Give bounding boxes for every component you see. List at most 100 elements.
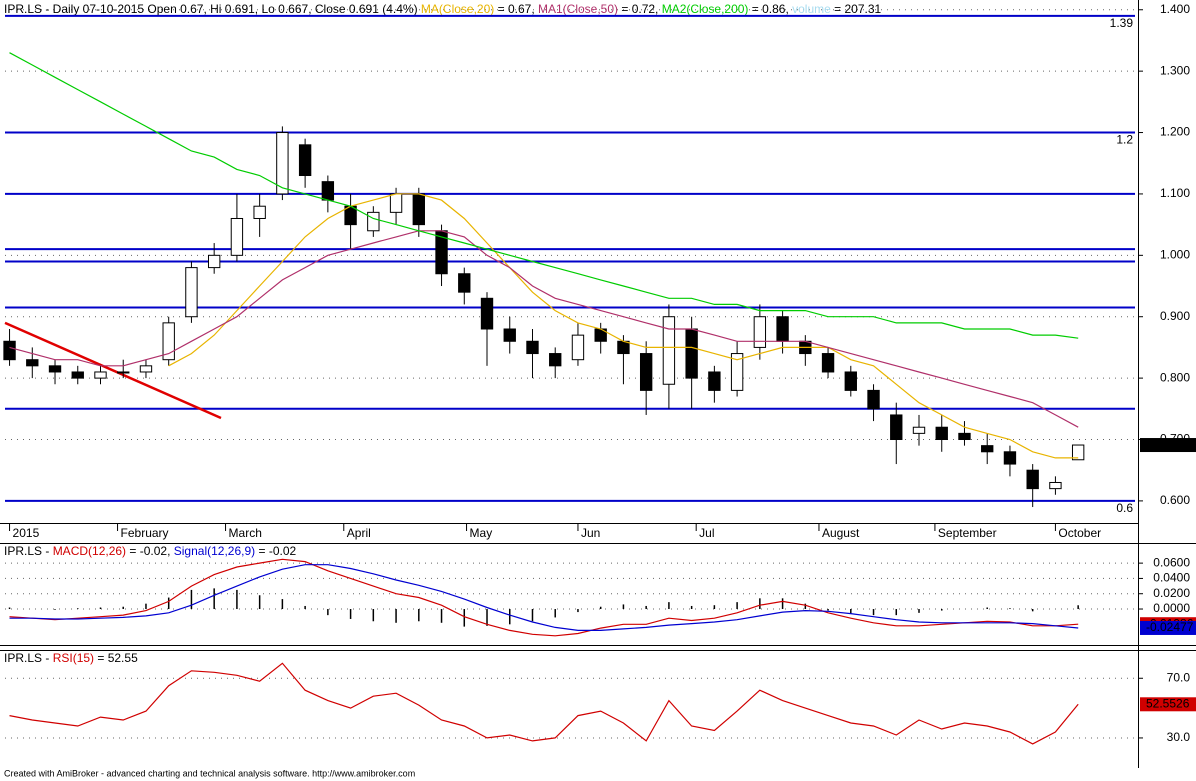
legend-value: = -0.02, [126, 544, 174, 558]
legend-value: = 0.67, [494, 2, 538, 16]
candle-body [526, 340, 539, 355]
last-value-box [1140, 438, 1196, 453]
candle-body [276, 132, 289, 195]
x-tick-label: August [822, 526, 860, 540]
candle-body [253, 205, 266, 219]
legend-name: Signal(12,26,9) [174, 544, 255, 558]
last-value-box [1140, 697, 1196, 712]
x-tick-label: April [347, 526, 371, 540]
panel-title: IPR.LS - [4, 651, 53, 665]
y-tick-label: 0.0000 [1153, 601, 1190, 615]
y-tick-label: 1.200 [1160, 125, 1190, 139]
x-tick-label: 2015 [13, 526, 40, 540]
candle-body [207, 254, 221, 269]
trendline [4, 321, 222, 420]
x-tick-label: Jul [699, 526, 714, 540]
legend-name: MA1(Close,50) [538, 2, 618, 16]
candle-body [71, 371, 84, 379]
series-line [9, 230, 1079, 428]
legend-value: = 207.31 [831, 2, 882, 16]
candle-body [412, 193, 425, 226]
candle-body [1071, 444, 1085, 461]
candle-body [26, 359, 39, 367]
candle-body [981, 445, 994, 453]
candle-body [753, 316, 767, 348]
candle-body [912, 426, 926, 434]
candle-body [230, 217, 244, 256]
candle-body [298, 144, 312, 177]
legend-name: MACD(12,26) [53, 544, 126, 558]
candle-body [844, 371, 857, 391]
last-value-label: 52.5526 [1146, 696, 1190, 710]
level-label: 0.6 [1116, 501, 1133, 515]
candle-body [730, 353, 744, 391]
last-value-label: 0.691 [1146, 437, 1176, 451]
candle-body [1026, 469, 1039, 490]
candle-body [708, 371, 721, 391]
x-tick-label: Jun [581, 526, 600, 540]
x-tick-label: February [121, 526, 169, 540]
x-tick-label: March [229, 526, 262, 540]
candle-body [117, 371, 130, 374]
level-label: 1.2 [1116, 133, 1133, 147]
y-tick-label: 1.100 [1160, 186, 1190, 200]
footer: Created with AmiBroker - advanced charti… [4, 768, 415, 778]
candle-body [867, 389, 880, 410]
candle-body [639, 353, 653, 391]
y-tick-label: 0.0200 [1153, 586, 1190, 600]
y-tick-label: 0.0600 [1153, 555, 1190, 569]
legend-value: = 0.72, [618, 2, 662, 16]
candle-body [958, 432, 971, 441]
y-tick-label: 0.0400 [1153, 571, 1190, 585]
y-tick-label: 0.600 [1160, 493, 1190, 507]
y-tick-label: 70.0 [1167, 670, 1191, 684]
candle-body [662, 316, 676, 385]
x-tick-label: May [470, 526, 493, 540]
legend-name: RSI(15) [53, 651, 94, 665]
candle-body [3, 340, 16, 361]
level-label: 1.39 [1110, 16, 1134, 30]
candle-body [480, 297, 494, 330]
legend-name: MA2(Close,200) [662, 2, 749, 16]
candle-body [890, 414, 903, 441]
candle-body [48, 365, 62, 373]
candle-body [321, 181, 335, 201]
y-tick-label: 1.300 [1160, 63, 1190, 77]
legend-name: MA(Close,20) [421, 2, 494, 16]
candle-body [821, 353, 835, 373]
candle-body [776, 316, 789, 342]
panel-header: IPR.LS - MACD(12,26) = -0.02, Signal(12,… [4, 544, 296, 558]
legend-value: = 0.86, [748, 2, 792, 16]
candle-body [367, 211, 380, 232]
candle-body [1049, 481, 1062, 490]
last-value-label: -0.02477 [1146, 620, 1194, 634]
y-tick-label: 0.800 [1160, 370, 1190, 384]
candle-body [503, 328, 516, 342]
candle-body [549, 353, 562, 367]
candle-body [185, 267, 198, 318]
legend-name: volume [792, 2, 831, 16]
x-tick-label: September [938, 526, 997, 540]
panel-title: IPR.LS - Daily 07-10-2015 Open 0.67, Hi … [4, 2, 421, 16]
candle-body [162, 322, 175, 361]
candle-body [617, 340, 630, 355]
y-tick-label: 1.000 [1160, 247, 1190, 261]
series-line [168, 193, 1079, 459]
panel-title: IPR.LS - [4, 544, 53, 558]
panel-header: IPR.LS - RSI(15) = 52.55 [4, 651, 138, 665]
series-line [9, 558, 1079, 637]
candle-body [935, 426, 948, 441]
legend-value: = 52.55 [94, 651, 138, 665]
candle-body [139, 365, 153, 373]
candle-body [1003, 451, 1017, 465]
candle-body [685, 328, 698, 379]
panel-header: IPR.LS - Daily 07-10-2015 Open 0.67, Hi … [4, 2, 882, 16]
candle-body [389, 193, 403, 213]
candle-body [458, 273, 471, 293]
candle-body [94, 371, 107, 379]
y-tick-label: 0.900 [1160, 309, 1190, 323]
last-value-box [1140, 620, 1196, 635]
series-line [9, 662, 1079, 745]
